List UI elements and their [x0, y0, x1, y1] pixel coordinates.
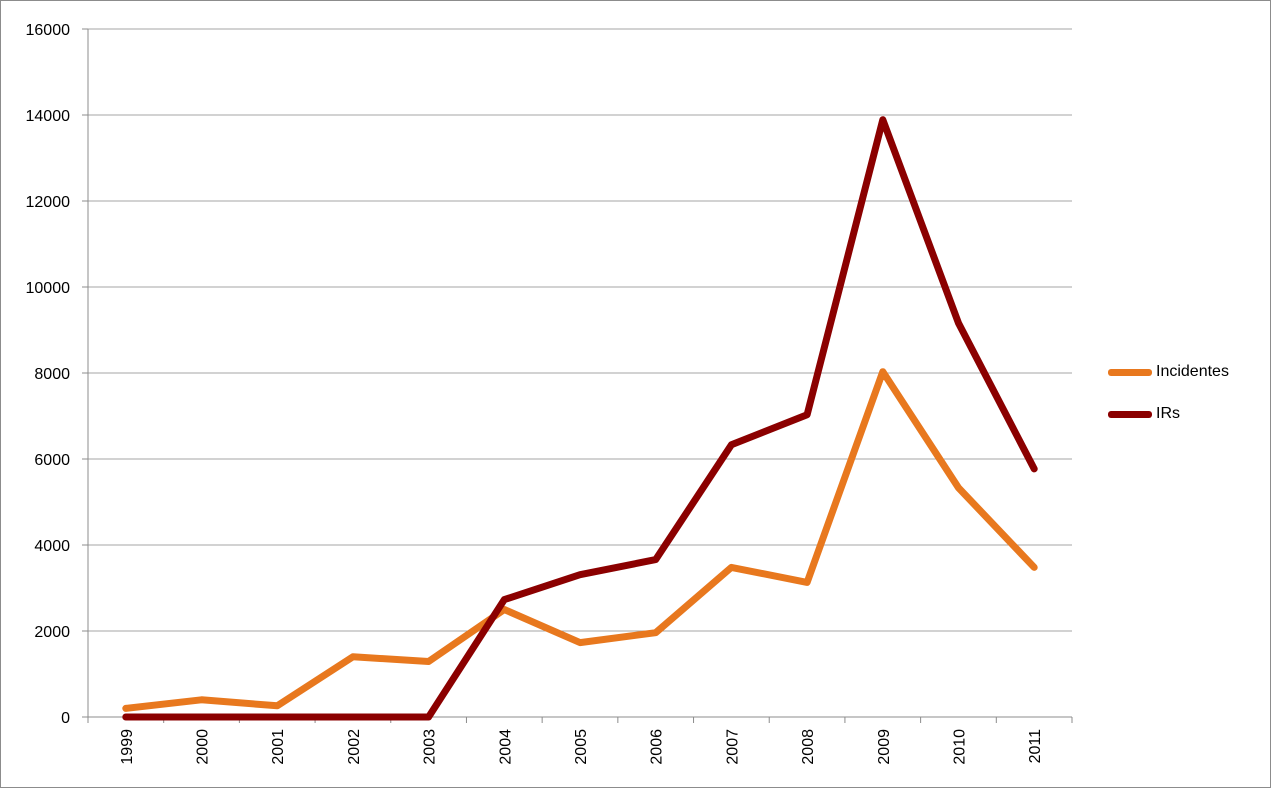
- legend-swatch-irs: [1108, 410, 1152, 418]
- x-tick-label-2002: 2002: [346, 729, 363, 765]
- x-tick-label-2007: 2007: [724, 729, 741, 765]
- x-tick-labels: 1999 2000 2001 2002 2003 2004 2005 2006 2007 2008…: [119, 729, 1044, 765]
- legend-swatch-incidentes: [1108, 368, 1152, 376]
- y-tick-label: 8000: [34, 366, 70, 383]
- y-tick-label: 4000: [34, 538, 70, 555]
- y-tick-label: 14000: [26, 108, 71, 125]
- legend-label-irs: IRs: [1156, 405, 1180, 422]
- x-tick-label-2001: 2001: [270, 729, 287, 765]
- gridlines: [88, 28, 1072, 718]
- x-tick-label-2010: 2010: [951, 729, 968, 765]
- x-tick-label-2011: 2011: [1027, 729, 1044, 764]
- x-tick-label-2009: 2009: [876, 729, 893, 765]
- y-tick-label: 2000: [34, 624, 70, 641]
- x-tick-label-2008: 2008: [800, 729, 817, 765]
- x-tick-label-2003: 2003: [422, 729, 439, 765]
- legend-label-incidentes: Incidentes: [1156, 363, 1229, 380]
- series-line-incidentes: [122, 368, 1038, 712]
- y-tick-label: 12000: [26, 194, 71, 211]
- y-tick-label: 0: [61, 710, 70, 727]
- x-tick-label-2000: 2000: [195, 729, 212, 765]
- x-tick-label-2004: 2004: [497, 729, 514, 765]
- legend-item-irs: IRs: [1108, 405, 1180, 423]
- y-tick-label: 6000: [34, 452, 70, 469]
- x-tick-label-2006: 2006: [649, 729, 666, 765]
- y-tick-label: 10000: [26, 280, 71, 297]
- x-tick-label-1999: 1999: [119, 729, 136, 765]
- y-tick-labels: 0 2000 4000 6000 8000 10000 12000 14000 16000: [26, 22, 71, 727]
- series-lines: [122, 116, 1038, 721]
- series-line-irs: [122, 116, 1038, 721]
- axes: [82, 28, 1073, 723]
- y-tick-label: 16000: [26, 22, 71, 39]
- x-tick-label-2005: 2005: [573, 729, 590, 765]
- legend-item-incidentes: Incidentes: [1108, 363, 1229, 381]
